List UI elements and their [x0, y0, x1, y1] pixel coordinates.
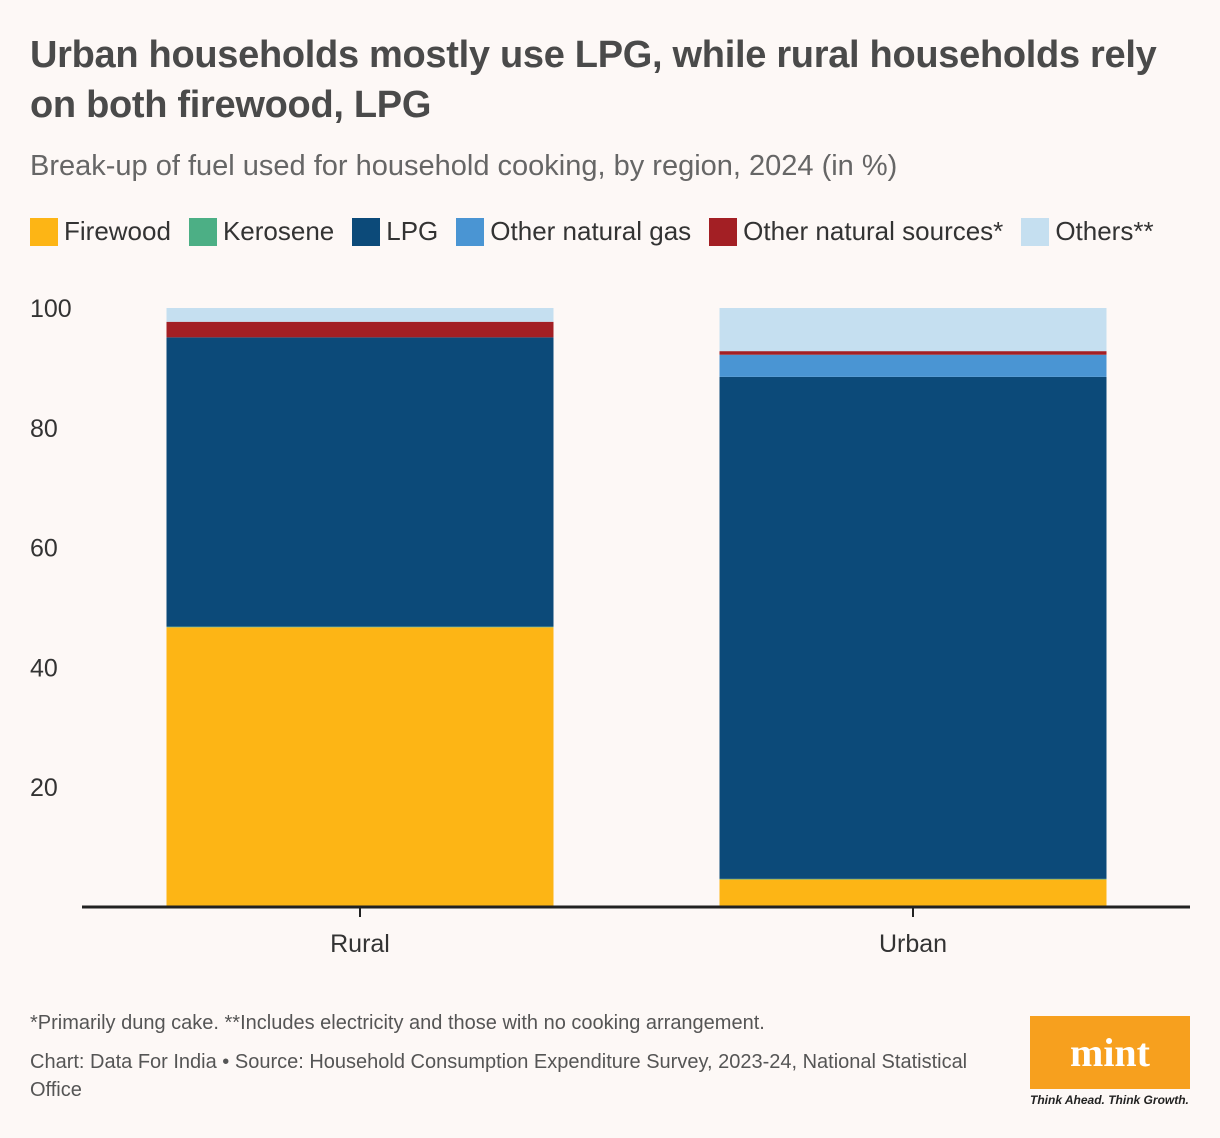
- y-tick-label-40: 40: [30, 654, 58, 682]
- legend-item-other-natural-sources: Other natural sources*: [709, 216, 1003, 247]
- y-tick-label-20: 20: [30, 774, 58, 802]
- legend: Firewood Kerosene LPG Other natural gas …: [30, 216, 1154, 247]
- bar-segment-urban-others: [719, 308, 1107, 352]
- chart-subtitle: Break-up of fuel used for household cook…: [30, 150, 898, 182]
- legend-item-others: Others**: [1021, 216, 1154, 247]
- legend-swatch-other-natural-sources: [709, 217, 738, 246]
- bar-segment-urban-firewood: [719, 879, 1107, 907]
- legend-label-lpg: LPG: [386, 216, 439, 246]
- legend-swatch-lpg: [352, 217, 381, 246]
- mint-logo: mint Think Ahead. Think Growth.: [1030, 1016, 1190, 1107]
- bar-segment-urban-other-natural-gas: [719, 354, 1107, 377]
- legend-item-other-natural-gas: Other natural gas: [456, 216, 691, 247]
- legend-item-kerosene: Kerosene: [188, 216, 335, 247]
- bar-segment-rural-firewood: [166, 627, 554, 907]
- legend-swatch-others: [1021, 217, 1050, 246]
- bar-segment-rural-kerosene: [166, 626, 554, 628]
- legend-label-other-natural-sources: Other natural sources*: [743, 216, 1004, 246]
- bar-segment-urban-kerosene: [719, 878, 1107, 880]
- footnote: *Primarily dung cake. **Includes electri…: [30, 1012, 765, 1034]
- legend-item-firewood: Firewood: [30, 216, 171, 247]
- mint-logo-box: mint: [1030, 1016, 1190, 1089]
- stacked-bar-chart: 20 40 60 80 100 Rural Urban: [30, 295, 1190, 958]
- mint-logo-tagline: Think Ahead. Think Growth.: [1030, 1093, 1189, 1107]
- legend-label-other-natural-gas: Other natural gas: [490, 216, 692, 246]
- legend-item-lpg: LPG: [352, 216, 438, 247]
- y-tick-label-60: 60: [30, 535, 58, 563]
- bar-segment-rural-others: [166, 308, 554, 322]
- legend-swatch-kerosene: [188, 217, 217, 246]
- bar-segment-urban-lpg: [719, 376, 1107, 879]
- legend-label-firewood: Firewood: [64, 216, 171, 246]
- y-tick-label-100: 100: [30, 295, 72, 323]
- bar-segment-rural-other-natural-sources: [166, 321, 554, 338]
- legend-swatch-other-natural-gas: [456, 217, 485, 246]
- x-tick-label-urban: Urban: [879, 930, 947, 958]
- y-tick-label-80: 80: [30, 415, 58, 443]
- legend-label-kerosene: Kerosene: [222, 216, 335, 246]
- chart-title: Urban households mostly use LPG, while r…: [30, 34, 1157, 126]
- bar-segment-rural-lpg: [166, 337, 554, 627]
- source-note: Chart: Data For India • Source: Househol…: [30, 1051, 968, 1101]
- legend-label-others: Others**: [1055, 216, 1154, 246]
- x-tick-label-rural: Rural: [330, 930, 390, 958]
- legend-swatch-firewood: [30, 217, 58, 246]
- bar-segment-urban-other-natural-sources: [719, 351, 1107, 355]
